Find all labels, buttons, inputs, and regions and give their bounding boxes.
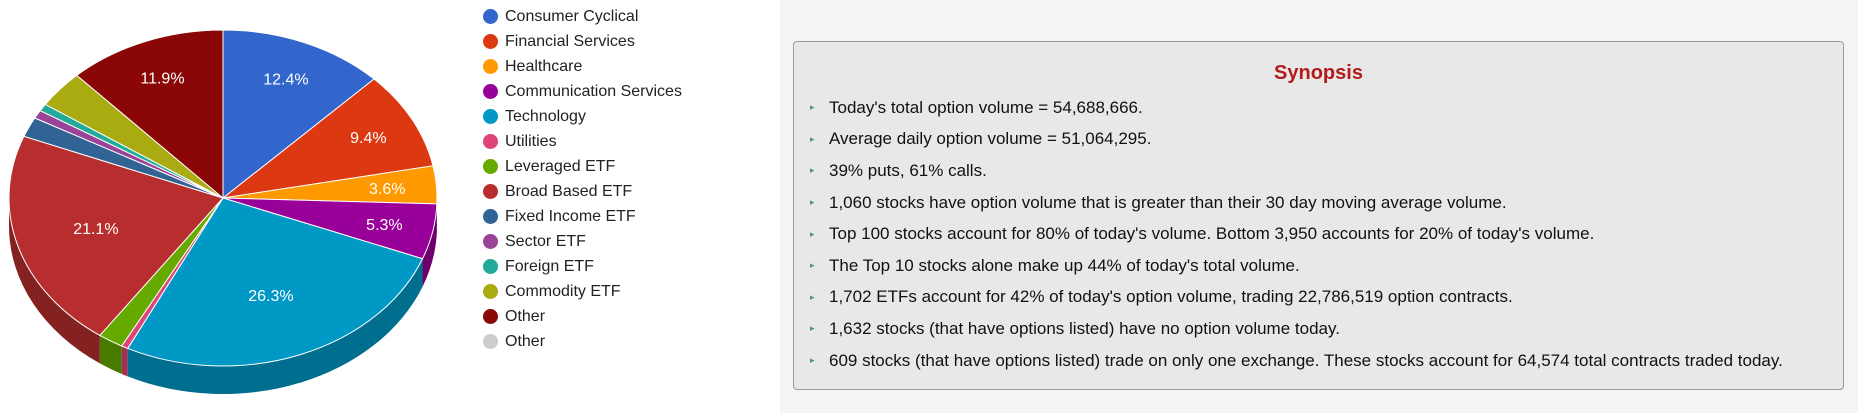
legend-marker	[483, 59, 498, 74]
legend-item[interactable]: Technology	[483, 104, 682, 129]
legend-label: Fixed Income ETF	[505, 207, 636, 225]
legend-item[interactable]: Commodity ETF	[483, 279, 682, 304]
pie-side-walls	[9, 198, 437, 394]
pie-slice-label: 9.4%	[350, 130, 386, 147]
bullet-arrow-icon: ▸	[810, 291, 815, 302]
legend-label: Other	[505, 332, 546, 350]
bullet-arrow-icon: ▸	[810, 323, 815, 334]
synopsis-item-text: 1,632 stocks (that have options listed) …	[829, 318, 1340, 338]
pie-top	[8, 29, 438, 367]
bullet-arrow-icon: ▸	[810, 228, 815, 239]
synopsis-item: ▸ 1,060 stocks have option volume that is…	[810, 187, 1843, 219]
legend-marker	[483, 209, 498, 224]
legend-item[interactable]: Sector ETF	[483, 229, 682, 254]
legend-label: Communication Services	[505, 82, 682, 100]
legend-item[interactable]: Communication Services	[483, 79, 682, 104]
bullet-arrow-icon: ▸	[810, 197, 815, 208]
pie-slice-label: 21.1%	[73, 221, 118, 238]
chart-legend: Consumer Cyclical Financial Services Healt…	[483, 4, 682, 354]
chart-panel: 12.4% 9.4% 3.6% 5.3% 26.3% 21.1% 11.9% Consume…	[0, 0, 780, 413]
synopsis-list: ▸ Today's total option volume = 54,688,66…	[794, 92, 1843, 376]
synopsis-item-text: Top 100 stocks account for 80% of today'…	[829, 224, 1595, 244]
synopsis-item-text: 609 stocks (that have options listed) tr…	[829, 350, 1783, 370]
synopsis-title: Synopsis	[1274, 62, 1363, 84]
legend-label: Consumer Cyclical	[505, 7, 639, 25]
legend-label: Foreign ETF	[505, 257, 594, 275]
pie-chart: 12.4% 9.4% 3.6% 5.3% 26.3% 21.1% 11.9%	[8, 29, 438, 394]
bullet-arrow-icon: ▸	[810, 260, 815, 271]
synopsis-item: ▸ Today's total option volume = 54,688,66…	[810, 92, 1843, 124]
legend-label: Sector ETF	[505, 232, 586, 250]
legend-marker	[483, 159, 498, 174]
legend-marker	[483, 84, 498, 99]
legend-marker	[483, 284, 498, 299]
legend-label: Other	[505, 307, 546, 325]
legend-marker	[483, 234, 498, 249]
synopsis-item-text: 1,702 ETFs account for 42% of today's op…	[829, 287, 1513, 307]
pie-labels: 12.4% 9.4% 3.6% 5.3% 26.3% 21.1% 11.9%	[73, 71, 405, 305]
pie-side-3	[422, 203, 437, 287]
bullet-arrow-icon: ▸	[810, 165, 815, 176]
pie-slice-consumer-cyclical	[222, 29, 375, 200]
synopsis-item-text: Average daily option volume = 51,064,295…	[829, 129, 1152, 149]
synopsis-item-text: 39% puts, 61% calls.	[829, 160, 987, 180]
synopsis-item-text: 1,060 stocks have option volume that is …	[829, 192, 1507, 212]
legend-item[interactable]: Consumer Cyclical	[483, 4, 682, 29]
legend-item[interactable]: Other	[483, 304, 682, 329]
legend-label: Broad Based ETF	[505, 182, 633, 200]
pie-slice-financial-services	[221, 78, 434, 199]
synopsis-item: ▸ 39% puts, 61% calls.	[810, 155, 1843, 187]
synopsis-item: ▸ The Top 10 stocks alone make up 44% of …	[810, 250, 1843, 282]
legend-item[interactable]: Healthcare	[483, 54, 682, 79]
pie-side-6	[99, 335, 122, 374]
legend-marker	[483, 109, 498, 124]
bullet-arrow-icon: ▸	[810, 102, 815, 113]
legend-label: Technology	[505, 107, 586, 125]
legend-item[interactable]: Broad Based ETF	[483, 179, 682, 204]
legend-marker	[483, 184, 498, 199]
pie-side-7	[9, 198, 100, 364]
legend-label: Utilities	[505, 132, 557, 150]
legend-item[interactable]: Leveraged ETF	[483, 154, 682, 179]
pie-slice-label: 5.3%	[366, 217, 402, 234]
synopsis-item: ▸ Top 100 stocks account for 80% of today…	[810, 218, 1843, 250]
synopsis-item: ▸ 609 stocks (that have options listed) t…	[810, 345, 1843, 377]
pie-slice-label: 26.3%	[248, 288, 293, 305]
pie-slice-broad-based-etf	[8, 135, 224, 337]
synopsis-item-text: Today's total option volume = 54,688,666…	[829, 97, 1143, 117]
synopsis-box: Synopsis ▸ Today's total option volume = …	[793, 41, 1844, 390]
legend-marker	[483, 309, 498, 324]
pie-slice-label: 12.4%	[263, 71, 308, 88]
synopsis-item-text: The Top 10 stocks alone make up 44% of t…	[829, 255, 1300, 275]
legend-item[interactable]: Utilities	[483, 129, 682, 154]
legend-item[interactable]: Foreign ETF	[483, 254, 682, 279]
pie-slice-label: 11.9%	[140, 71, 184, 88]
synopsis-item: ▸ 1,702 ETFs account for 42% of today's o…	[810, 282, 1843, 314]
synopsis-item: ▸ Average daily option volume = 51,064,29…	[810, 124, 1843, 156]
pie-slice-label: 3.6%	[369, 181, 405, 198]
legend-item[interactable]: Other	[483, 329, 682, 354]
legend-marker	[483, 9, 498, 24]
legend-item[interactable]: Financial Services	[483, 29, 682, 54]
legend-label: Healthcare	[505, 57, 583, 75]
legend-label: Financial Services	[505, 32, 635, 50]
pie-slice-other	[75, 29, 224, 200]
bullet-arrow-icon: ▸	[810, 355, 815, 366]
legend-label: Leveraged ETF	[505, 157, 616, 175]
legend-marker	[483, 134, 498, 149]
bullet-arrow-icon: ▸	[810, 133, 815, 144]
legend-label: Commodity ETF	[505, 282, 621, 300]
legend-marker	[483, 334, 498, 349]
legend-item[interactable]: Fixed Income ETF	[483, 204, 682, 229]
legend-marker	[483, 259, 498, 274]
synopsis-item: ▸ 1,632 stocks (that have options listed)…	[810, 313, 1843, 345]
pie-slice-technology	[126, 197, 424, 367]
pie-side-5	[121, 345, 128, 377]
legend-marker	[483, 34, 498, 49]
pie-side-4	[127, 258, 423, 394]
